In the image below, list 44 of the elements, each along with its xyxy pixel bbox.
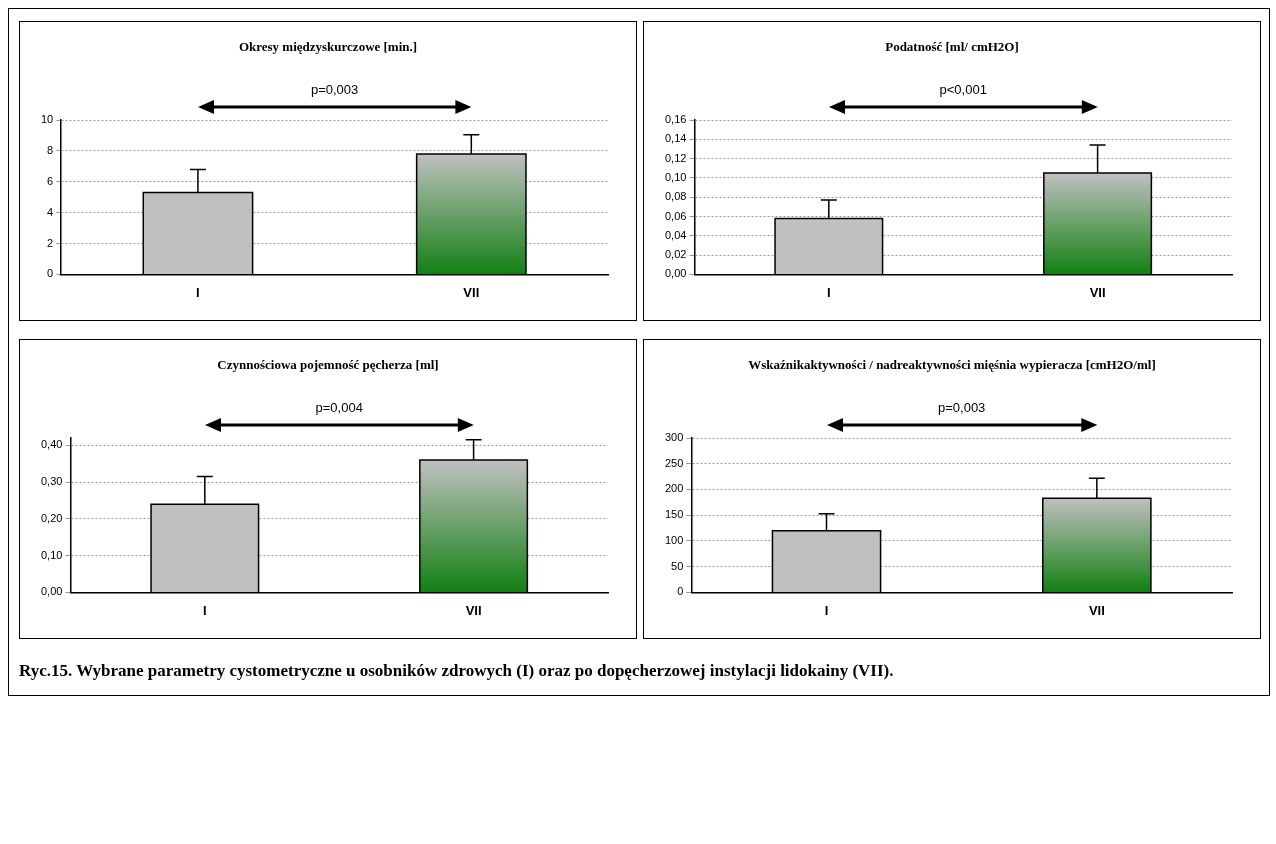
y-tick-label: 0,08 — [664, 190, 687, 203]
text: p=0,003 — [937, 400, 987, 415]
text: Ryc.15. Wybrane parametry cystometryczne u osobników zdrowych (I) oraz po dopęcherzowej instylacji lidokainy (VII). — [19, 661, 895, 681]
x-tick-label: I — [202, 602, 207, 618]
y-tick-label: 0,10 — [664, 170, 687, 183]
chart-title: Okresy międzyskurczowe [min.] — [237, 38, 419, 56]
y-tick-label: 0,12 — [664, 151, 687, 164]
chart-title: Wskaźnikaktywności / nadreaktywności mięśnia wypieracza [cmH2O/ml] — [747, 356, 1157, 374]
y-tick-label: 0 — [47, 267, 54, 280]
y-tick-label: 8 — [47, 143, 54, 156]
y-tick-label: 50 — [671, 559, 684, 572]
y-tick-label: 0,20 — [40, 511, 63, 524]
y-tick-label: 0,04 — [664, 228, 687, 241]
y-tick-label: 200 — [664, 482, 684, 495]
y-tick-label: 0,00 — [40, 585, 63, 598]
chart-title: Podatność [ml/ cmH2O] — [884, 38, 1020, 56]
y-tick-label: 0,16 — [664, 113, 687, 126]
text: p=0,004 — [314, 400, 364, 415]
y-tick-label: 150 — [664, 508, 684, 521]
text: p<0,001 — [938, 82, 988, 97]
x-tick-label: I — [826, 284, 831, 300]
x-tick-label: I — [824, 602, 829, 618]
y-tick-label: 0,06 — [664, 209, 687, 222]
x-tick-label: VII — [465, 602, 482, 618]
y-tick-label: 4 — [47, 205, 54, 218]
x-tick-label: VII — [1088, 602, 1105, 618]
y-tick-label: 0,40 — [40, 438, 63, 451]
y-tick-label: 0,10 — [40, 548, 63, 561]
x-tick-label: VII — [463, 284, 480, 300]
text: p=0,003 — [309, 82, 360, 97]
y-tick-label: 100 — [664, 533, 684, 546]
y-tick-label: 0,00 — [664, 267, 687, 280]
y-tick-label: 10 — [40, 113, 54, 126]
x-tick-label: VII — [1089, 284, 1106, 300]
y-tick-label: 0,30 — [40, 475, 63, 488]
x-tick-label: I — [196, 284, 200, 300]
y-tick-label: 6 — [47, 174, 54, 187]
y-tick-label: 0,02 — [664, 248, 687, 261]
y-tick-label: 2 — [47, 236, 54, 249]
y-tick-label: 0,14 — [664, 132, 687, 145]
y-tick-label: 300 — [664, 431, 684, 444]
y-tick-label: 250 — [664, 456, 684, 469]
chart-title: Czynnościowa pojemność pęcherza [ml] — [216, 356, 440, 374]
y-tick-label: 0 — [677, 585, 684, 598]
